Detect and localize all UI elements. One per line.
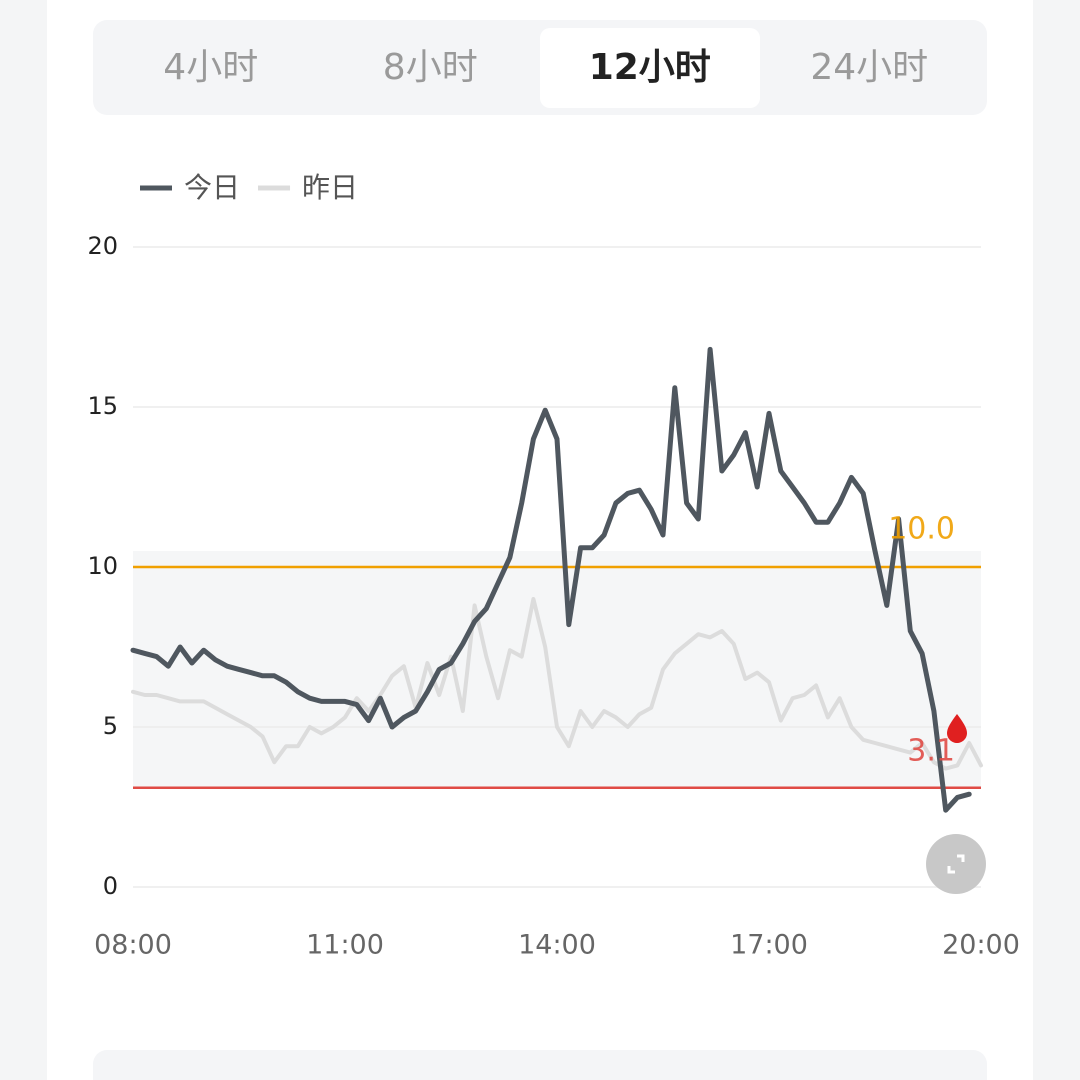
target-band <box>133 551 981 788</box>
next-card <box>93 1050 987 1080</box>
tab[interactable]: 8小时 <box>382 46 478 88</box>
legend-label: 昨日 <box>302 171 358 204</box>
tab[interactable]: 4小时 <box>163 46 259 88</box>
legend-label: 今日 <box>184 171 240 204</box>
x-tick-label: 08:00 <box>94 930 172 961</box>
y-tick-label: 10 <box>87 552 118 580</box>
x-tick-label: 20:00 <box>942 930 1020 961</box>
x-tick-label: 11:00 <box>306 930 384 961</box>
threshold-label: 3.1 <box>907 733 955 768</box>
expand-icon <box>947 854 965 874</box>
tab[interactable]: 24小时 <box>810 46 929 88</box>
current-marker <box>947 714 967 743</box>
y-tick-label: 0 <box>103 872 118 900</box>
x-tick-label: 14:00 <box>518 930 596 961</box>
y-tick-label: 5 <box>103 712 118 740</box>
y-tick-label: 20 <box>87 232 118 260</box>
card <box>47 0 1033 1080</box>
series-line <box>130 346 972 813</box>
series-line <box>131 597 983 771</box>
y-tick-label: 15 <box>87 392 118 420</box>
threshold-label: 10.0 <box>888 512 955 547</box>
x-tick-label: 17:00 <box>730 930 808 961</box>
range-tabs: 4小时 8小时 12小时 24小时 <box>93 20 987 115</box>
expand-button[interactable] <box>926 834 986 894</box>
tab[interactable]: 12小时 <box>540 27 760 108</box>
